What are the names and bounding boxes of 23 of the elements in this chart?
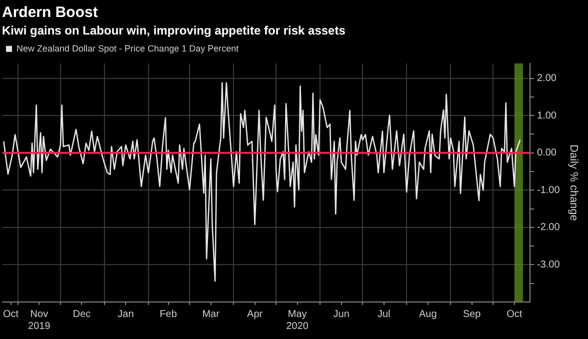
y-tick-label: -2.00 [537,222,560,234]
x-tick-label: May 2020 [286,308,309,332]
y-axis-title: Daily % change [567,144,580,221]
x-tick-label: Oct [506,308,522,320]
x-tick-label: Jul [377,308,390,320]
y-tick-label: 2.00 [537,73,557,84]
y-tick-label: 0.00 [537,148,557,159]
x-tick-label: Dec [72,308,91,320]
x-tick-label: Mar [202,308,220,320]
x-tick-label: Jan [118,308,134,320]
y-tick-label: -3.00 [537,259,560,270]
x-tick-label: Sep [462,308,482,320]
y-tick-label: -1.00 [537,184,560,196]
x-tick-label: Apr [247,308,264,320]
legend-label: New Zealand Dollar Spot - Price Change 1 Day Percent [16,43,240,54]
x-tick-label: Aug [418,308,437,320]
chart-subtitle: Kiwi gains on Labour win, improving appetite for risk assets [2,24,346,38]
x-tick-label: Feb [160,308,178,320]
x-tick-label: Oct [3,308,19,320]
y-tick-label: 1.00 [537,110,557,122]
x-tick-label: Jun [333,308,350,320]
chart-title: Ardern Boost [2,4,98,22]
x-tick-label: Nov 2019 [28,308,51,332]
